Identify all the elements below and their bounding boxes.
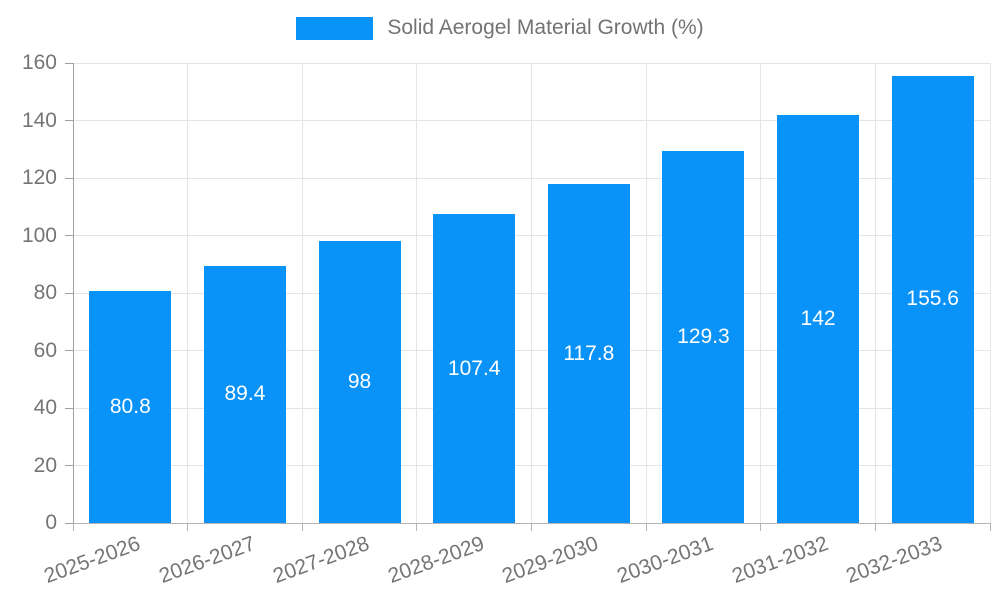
bar: 98 <box>318 241 401 523</box>
gridline-vertical <box>301 63 303 523</box>
y-axis-tick <box>65 522 73 524</box>
y-axis-tick <box>65 350 73 351</box>
gridline-vertical <box>531 63 532 523</box>
gridline-vertical <box>416 63 418 523</box>
gridline-vertical <box>645 63 647 523</box>
bar-value-label: 129.3 <box>677 325 730 349</box>
y-axis-tick <box>65 465 73 466</box>
x-tick-label: 2027-2028 <box>270 532 373 588</box>
bar: 89.4 <box>203 265 286 523</box>
y-axis-line <box>72 63 74 524</box>
bar-value-label: 89.4 <box>224 382 266 406</box>
x-axis-line <box>73 522 990 524</box>
bar-value-label: 107.4 <box>447 356 501 380</box>
y-axis-tick <box>65 62 73 64</box>
x-tick-label: 2030-2031 <box>614 532 717 588</box>
x-axis-tick <box>187 523 189 531</box>
y-axis-tick <box>65 407 73 409</box>
x-axis-tick <box>531 523 532 531</box>
bar-value-label: 98 <box>347 370 372 394</box>
y-tick-label: 140 <box>21 108 57 132</box>
bar: 155.6 <box>891 75 974 523</box>
legend-label: Solid Aerogel Material Growth (%) <box>387 16 704 39</box>
y-tick-label: 0 <box>45 511 57 534</box>
y-axis-tick <box>65 177 73 179</box>
x-tick-label: 2029-2030 <box>499 532 602 588</box>
gridline-vertical <box>187 63 189 523</box>
x-axis-tick <box>72 523 74 531</box>
bar-value-label: 80.8 <box>109 394 151 418</box>
y-axis-tick <box>65 292 73 294</box>
y-tick-label: 100 <box>21 223 57 247</box>
y-axis-tick <box>65 120 73 121</box>
y-tick-label: 80 <box>33 281 57 304</box>
bar: 80.8 <box>89 290 172 523</box>
gridline-vertical <box>989 63 991 523</box>
y-tick-label: 20 <box>33 453 57 477</box>
x-tick-label: 2026-2027 <box>155 532 258 588</box>
legend-swatch <box>296 16 374 40</box>
bar-value-label: 155.6 <box>906 287 959 311</box>
y-axis-tick <box>65 235 73 236</box>
x-tick-label: 2028-2029 <box>384 532 488 588</box>
y-tick-label: 160 <box>21 51 57 74</box>
x-axis-tick <box>989 523 991 531</box>
gridline-vertical <box>760 63 762 523</box>
x-axis-tick <box>760 523 762 531</box>
bar: 117.8 <box>547 184 630 523</box>
legend[interactable]: Solid Aerogel Material Growth (%) <box>0 16 1000 40</box>
x-axis-tick <box>645 523 647 531</box>
bar: 107.4 <box>433 214 516 523</box>
bar: 129.3 <box>662 151 745 523</box>
x-tick-label: 2025-2026 <box>40 532 144 588</box>
x-axis-tick <box>874 523 876 531</box>
y-tick-label: 40 <box>33 396 57 419</box>
bar-value-label: 117.8 <box>563 341 615 365</box>
x-axis-tick <box>301 523 303 531</box>
bar-value-label: 142 <box>800 306 836 330</box>
y-tick-label: 120 <box>21 166 57 189</box>
x-tick-label: 2031-2032 <box>728 532 831 588</box>
x-axis-tick <box>416 523 418 531</box>
y-tick-label: 60 <box>33 338 57 362</box>
x-tick-label: 2032-2033 <box>843 532 946 588</box>
bar: 142 <box>777 114 860 523</box>
gridline-vertical <box>874 63 876 523</box>
